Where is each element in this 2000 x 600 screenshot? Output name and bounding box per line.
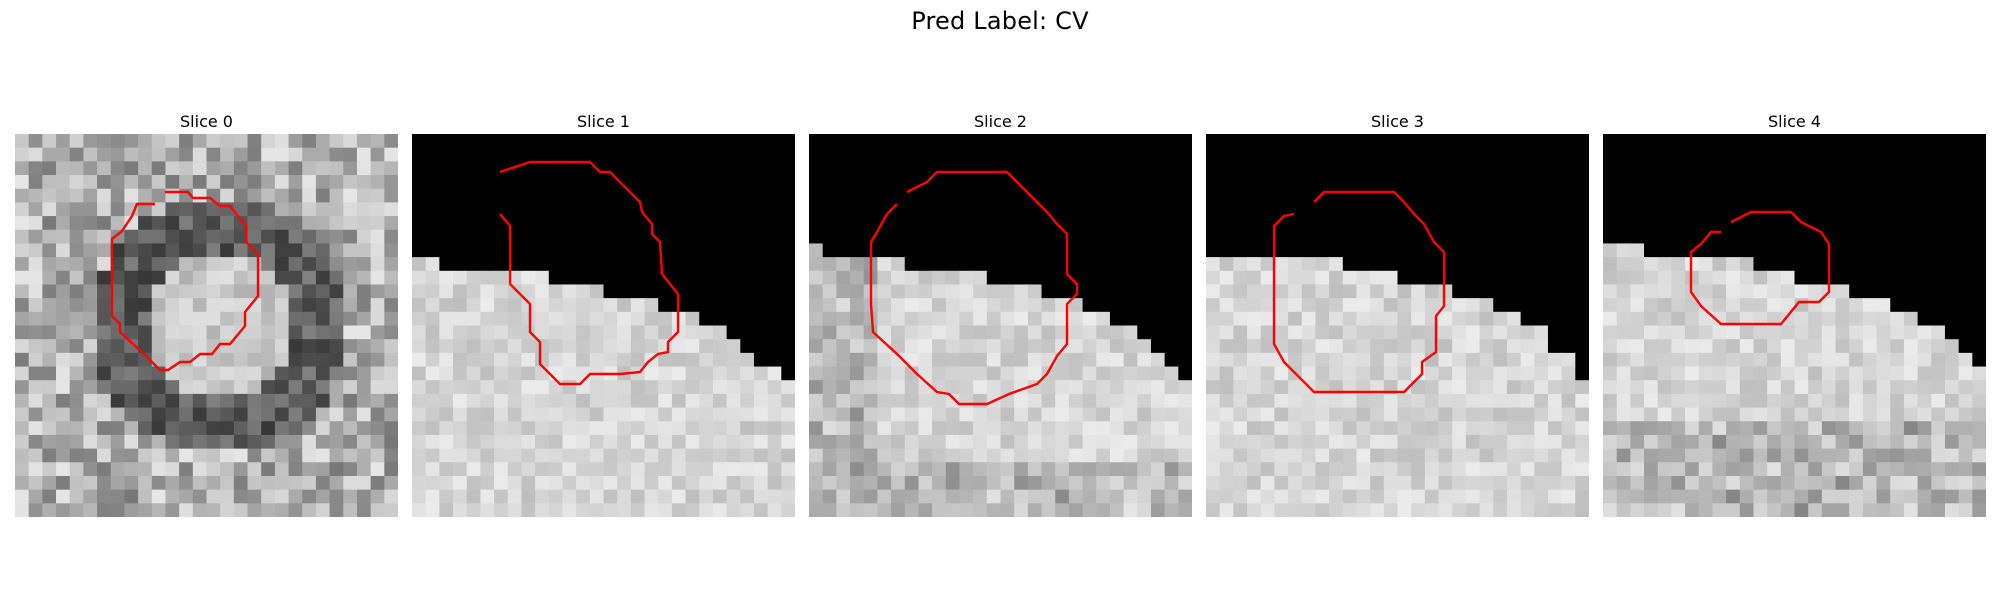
- slice-pixels: [412, 134, 795, 517]
- slice-panel-4: Slice 4: [1603, 112, 1986, 517]
- segmentation-contour: [1689, 210, 1831, 326]
- slice-pixels: [1603, 134, 1986, 517]
- slice-title: Slice 4: [1768, 112, 1821, 131]
- segmentation-contour: [110, 190, 260, 372]
- slice-image-1: [412, 134, 795, 517]
- slice-title: Slice 1: [577, 112, 630, 131]
- slice-panel-1: Slice 1: [412, 112, 795, 517]
- slice-title: Slice 3: [1371, 112, 1424, 131]
- slice-pixels: [15, 134, 398, 517]
- slice-panel-3: Slice 3: [1206, 112, 1589, 517]
- slice-image-3: [1206, 134, 1589, 517]
- slice-image-0: [15, 134, 398, 517]
- segmentation-contour: [499, 160, 680, 386]
- slice-panel-0: Slice 0: [15, 112, 398, 517]
- segmentation-contour: [1272, 190, 1446, 394]
- slice-pixels: [809, 134, 1192, 517]
- figure-title: Pred Label: CV: [911, 7, 1089, 35]
- slice-title: Slice 2: [974, 112, 1027, 131]
- slice-pixels: [1206, 134, 1589, 517]
- slice-title: Slice 0: [180, 112, 233, 131]
- slice-image-4: [1603, 134, 1986, 517]
- slice-image-2: [809, 134, 1192, 517]
- segmentation-contour: [869, 170, 1079, 406]
- slice-panel-2: Slice 2: [809, 112, 1192, 517]
